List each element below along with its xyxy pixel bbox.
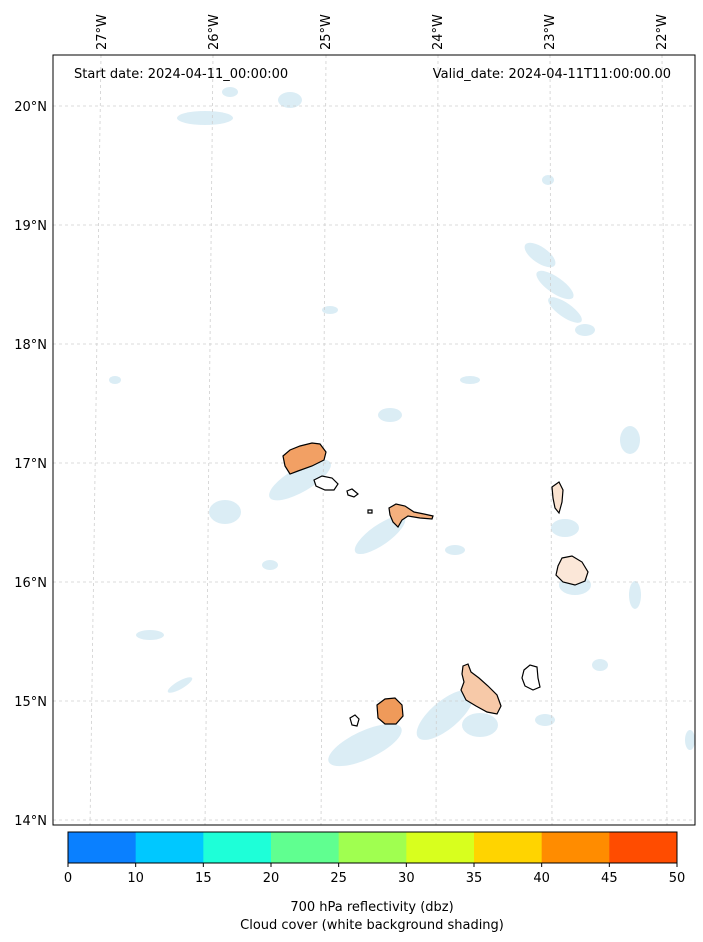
cloud-patch xyxy=(445,545,465,555)
lat-label-20n: 20°N xyxy=(14,100,47,115)
lat-label-15n: 15°N xyxy=(14,695,47,710)
island-brava xyxy=(349,714,360,727)
cloud-patch xyxy=(378,408,402,422)
colorbar-segment xyxy=(474,832,543,863)
cloud-patch xyxy=(278,92,302,108)
cloud-patch xyxy=(109,376,121,384)
island-santiago xyxy=(460,663,502,715)
cloud-patch xyxy=(209,500,241,524)
lon-label-27w: 27°W xyxy=(95,14,110,50)
meridian-26w xyxy=(204,54,214,826)
island-sao-vicente xyxy=(313,475,339,491)
colorbar-segment xyxy=(338,832,407,863)
colorbar-tick-label: 35 xyxy=(466,871,483,886)
lon-label-25w: 25°W xyxy=(319,14,334,50)
lat-label-17n: 17°N xyxy=(14,457,47,472)
cloud-patch xyxy=(460,376,480,384)
cloud-patch xyxy=(222,87,238,97)
cloud-patch xyxy=(322,306,338,314)
colorbar-segment xyxy=(203,832,272,863)
cloud-patch xyxy=(629,581,641,609)
island-branco xyxy=(367,509,373,514)
lon-label-22w: 22°W xyxy=(655,14,670,50)
cloud-patch xyxy=(167,677,193,693)
colorbar-tick-label: 45 xyxy=(601,871,618,886)
lat-label-14n: 14°N xyxy=(14,814,47,829)
cloud-patch xyxy=(262,560,278,570)
meridian-23w xyxy=(549,54,553,826)
lon-label-24w: 24°W xyxy=(431,14,446,50)
colorbar: 0 10 15 20 25 30 35 40 45 50 700 hPa reflectivity… xyxy=(64,831,685,933)
cloud-patch xyxy=(685,730,695,750)
islands xyxy=(282,442,589,727)
colorbar-tick-label: 20 xyxy=(263,871,280,886)
island-santo-antao xyxy=(282,442,327,475)
cloud-patch xyxy=(136,630,164,640)
map-area xyxy=(53,55,695,825)
colorbar-segments xyxy=(68,832,678,863)
cloud-patch xyxy=(535,714,555,726)
cloud-patch xyxy=(548,297,582,323)
cloud-patch xyxy=(536,270,574,300)
island-boa-vista xyxy=(555,555,589,586)
cloud-patch xyxy=(416,690,474,740)
cloud-patch xyxy=(328,723,402,767)
colorbar-label-line1: 700 hPa reflectivity (dbz) xyxy=(290,900,453,915)
meridian-22w xyxy=(661,54,668,826)
island-maio xyxy=(521,664,541,691)
longitude-labels: 27°W 26°W 25°W 24°W 23°W 22°W xyxy=(95,14,670,50)
cloud-patch xyxy=(269,459,331,501)
colorbar-segment xyxy=(541,832,610,863)
start-date-label: Start date: 2024-04-11_00:00:00 xyxy=(74,67,288,82)
map-border xyxy=(52,54,696,826)
cloud-cover-shading xyxy=(109,87,695,767)
lat-label-19n: 19°N xyxy=(14,219,47,234)
graticule xyxy=(53,54,695,826)
cloud-patch xyxy=(575,324,595,336)
cloud-patch xyxy=(542,175,554,185)
colorbar-segment xyxy=(135,832,204,863)
valid-date-label: Valid_date: 2024-04-11T11:00:00.00 xyxy=(433,67,671,82)
cloud-patch xyxy=(620,426,640,454)
meridian-27w xyxy=(89,54,102,826)
colorbar-tick-label: 30 xyxy=(398,871,415,886)
colorbar-segment xyxy=(68,832,137,863)
colorbar-tick-label: 15 xyxy=(195,871,212,886)
island-santa-luzia xyxy=(346,488,359,498)
meridian-24w xyxy=(435,54,439,826)
colorbar-ticks: 0 10 15 20 25 30 35 40 45 50 xyxy=(64,863,685,886)
meridian-25w xyxy=(320,54,327,826)
colorbar-label-line2: Cloud cover (white background shading) xyxy=(240,918,504,933)
colorbar-tick-label: 0 xyxy=(64,871,72,886)
island-fogo xyxy=(376,697,404,725)
lon-label-23w: 23°W xyxy=(543,14,558,50)
cloud-patch xyxy=(462,713,498,737)
island-sao-nicolau xyxy=(388,503,434,528)
colorbar-tick-label: 40 xyxy=(533,871,550,886)
colorbar-segment xyxy=(406,832,475,863)
colorbar-border xyxy=(67,831,678,864)
colorbar-tick-label: 25 xyxy=(330,871,347,886)
cloud-patch xyxy=(177,111,233,125)
cloud-patch xyxy=(592,659,608,671)
lat-label-18n: 18°N xyxy=(14,338,47,353)
colorbar-tick-label: 10 xyxy=(127,871,144,886)
cloud-patch xyxy=(524,242,556,268)
island-sal xyxy=(551,481,564,515)
cloud-patch xyxy=(551,519,579,537)
colorbar-segment xyxy=(609,832,678,863)
colorbar-segment xyxy=(271,832,340,863)
lat-label-16n: 16°N xyxy=(14,576,47,591)
lon-label-26w: 26°W xyxy=(207,14,222,50)
colorbar-tick-label: 50 xyxy=(669,871,686,886)
latitude-labels: 20°N 19°N 18°N 17°N 16°N 15°N 14°N xyxy=(14,100,47,829)
cloud-patch xyxy=(354,515,406,555)
